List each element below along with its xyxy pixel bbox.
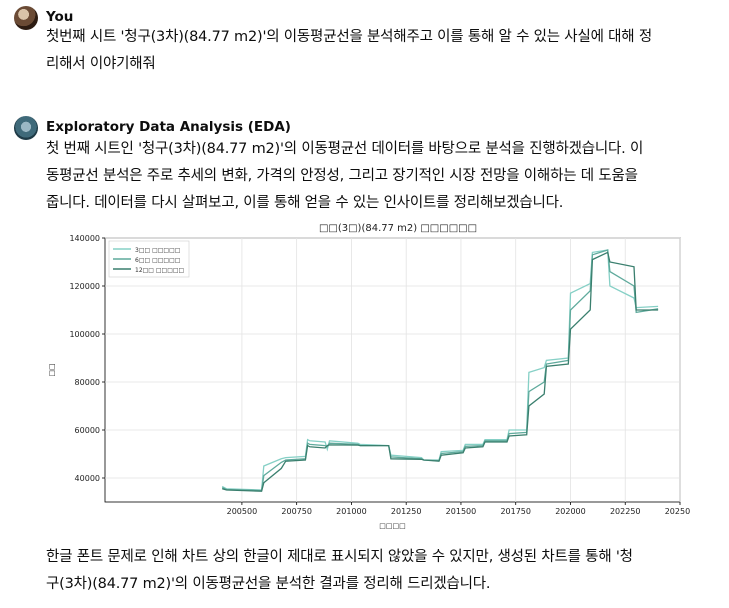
assistant-outro-line: 한글 폰트 문제로 인해 차트 상의 한글이 제대로 표시되지 않았을 수 있지… — [46, 549, 633, 565]
assistant-intro-line: 동평균선 분석은 주로 추세의 변화, 가격의 안정성, 그리고 장기적인 시장… — [46, 168, 638, 184]
moving-average-chart[interactable]: □□(3□)(84.77 m2) □□□□□□ 40000 60000 80000 1… — [40, 218, 690, 538]
user-avatar — [14, 6, 38, 30]
x-tick-label: 202500 — [665, 507, 690, 516]
y-tick-label: 140000 — [69, 234, 100, 243]
x-tick-label: 202000 — [555, 507, 586, 516]
x-tick-label: 201000 — [336, 507, 367, 516]
user-name: You — [46, 9, 74, 25]
x-tick-label: 201750 — [500, 507, 531, 516]
x-tick-label: 201500 — [446, 507, 477, 516]
user-message-text: 첫번째 시트 '청구(3차)(84.77 m2)'의 이동평균선을 분석해주고 … — [46, 24, 652, 78]
y-tick-label: 60000 — [75, 426, 100, 435]
chart-legend: 3□□ □□□□□ 6□□ □□□□□ 12□□ □□□□□ — [108, 240, 190, 278]
user-message-line: 리해서 이야기해줘 — [46, 56, 156, 72]
x-tick-label: 201250 — [391, 507, 422, 516]
assistant-intro-text: 첫 번째 시트인 '청구(3차)(84.77 m2)'의 이동평균선 데이터를 … — [46, 136, 643, 217]
y-tick-label: 100000 — [69, 330, 100, 339]
y-tick-label: 80000 — [75, 378, 100, 387]
user-message: You 첫번째 시트 '청구(3차)(84.77 m2)'의 이동평균선을 분석… — [14, 6, 715, 76]
assistant-outro-text: 한글 폰트 문제로 인해 차트 상의 한글이 제대로 표시되지 않았을 수 있지… — [46, 544, 633, 598]
plot-area — [104, 237, 681, 503]
assistant-avatar — [14, 116, 38, 140]
legend-entry: 12□□ □□□□□ — [135, 267, 184, 274]
x-axis-label: □□□□ — [379, 522, 405, 530]
assistant-message: Exploratory Data Analysis (EDA) 첫 번째 시트인… — [14, 116, 715, 606]
legend-entry: 3□□ □□□□□ — [135, 247, 180, 254]
y-tick-label: 120000 — [69, 282, 100, 291]
chart-title: □□(3□)(84.77 m2) □□□□□□ — [319, 223, 477, 234]
assistant-outro-line: 구(3차)(84.77 m2)'의 이동평균선을 분석한 결과를 정리해 드리겠… — [46, 576, 491, 592]
legend-entry: 6□□ □□□□□ — [135, 257, 180, 264]
assistant-intro-line: 줍니다. 데이터를 다시 살펴보고, 이를 통해 얻을 수 있는 인사이트를 정… — [46, 195, 564, 211]
assistant-name: Exploratory Data Analysis (EDA) — [46, 119, 291, 135]
y-tick-label: 40000 — [75, 474, 100, 483]
x-tick-label: 200500 — [227, 507, 258, 516]
series-line-ma12 — [222, 251, 659, 492]
x-tick-label: 202250 — [610, 507, 641, 516]
y-axis-label: □□ — [48, 363, 56, 376]
x-tick-label: 200750 — [281, 507, 312, 516]
user-message-line: 첫번째 시트 '청구(3차)(84.77 m2)'의 이동평균선을 분석해주고 … — [46, 29, 652, 45]
assistant-intro-line: 첫 번째 시트인 '청구(3차)(84.77 m2)'의 이동평균선 데이터를 … — [46, 141, 644, 157]
